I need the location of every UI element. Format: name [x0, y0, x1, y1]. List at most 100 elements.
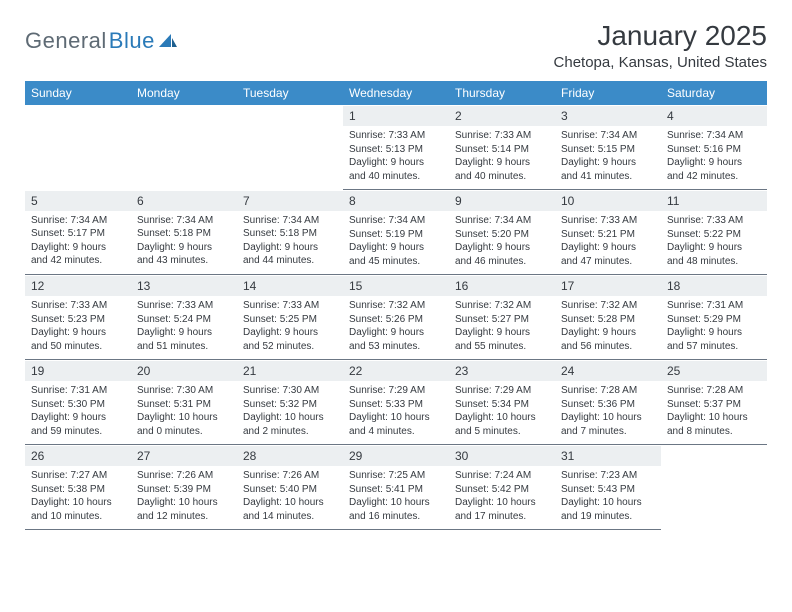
day-cell	[237, 105, 343, 190]
day-cell: 14Sunrise: 7:33 AMSunset: 5:25 PMDayligh…	[237, 275, 343, 360]
day-number: 25	[661, 360, 767, 381]
day-cell: 5Sunrise: 7:34 AMSunset: 5:17 PMDaylight…	[25, 190, 131, 275]
calendar-table: SundayMondayTuesdayWednesdayThursdayFrid…	[25, 81, 767, 530]
day-number: 29	[343, 445, 449, 466]
day-number: 21	[237, 360, 343, 381]
day-cell: 28Sunrise: 7:26 AMSunset: 5:40 PMDayligh…	[237, 445, 343, 530]
day-cell: 2Sunrise: 7:33 AMSunset: 5:14 PMDaylight…	[449, 105, 555, 190]
day-info: Sunrise: 7:34 AMSunset: 5:17 PMDaylight:…	[25, 211, 131, 274]
day-cell: 11Sunrise: 7:33 AMSunset: 5:22 PMDayligh…	[661, 190, 767, 275]
day-number: 13	[131, 275, 237, 296]
day-number: 12	[25, 275, 131, 296]
day-number: 5	[25, 190, 131, 211]
day-number: 18	[661, 275, 767, 296]
day-number: 31	[555, 445, 661, 466]
day-info: Sunrise: 7:32 AMSunset: 5:26 PMDaylight:…	[343, 296, 449, 359]
day-cell: 27Sunrise: 7:26 AMSunset: 5:39 PMDayligh…	[131, 445, 237, 530]
day-info: Sunrise: 7:33 AMSunset: 5:14 PMDaylight:…	[449, 126, 555, 189]
day-number: 28	[237, 445, 343, 466]
day-number: 4	[661, 105, 767, 126]
day-number: 10	[555, 190, 661, 211]
day-cell: 17Sunrise: 7:32 AMSunset: 5:28 PMDayligh…	[555, 275, 661, 360]
day-number: 15	[343, 275, 449, 296]
day-cell: 7Sunrise: 7:34 AMSunset: 5:18 PMDaylight…	[237, 190, 343, 275]
day-info: Sunrise: 7:28 AMSunset: 5:37 PMDaylight:…	[661, 381, 767, 444]
day-cell: 13Sunrise: 7:33 AMSunset: 5:24 PMDayligh…	[131, 275, 237, 360]
day-info: Sunrise: 7:34 AMSunset: 5:19 PMDaylight:…	[343, 211, 449, 274]
day-cell: 15Sunrise: 7:32 AMSunset: 5:26 PMDayligh…	[343, 275, 449, 360]
day-number: 27	[131, 445, 237, 466]
day-info: Sunrise: 7:32 AMSunset: 5:28 PMDaylight:…	[555, 296, 661, 359]
day-info: Sunrise: 7:28 AMSunset: 5:36 PMDaylight:…	[555, 381, 661, 444]
day-cell: 23Sunrise: 7:29 AMSunset: 5:34 PMDayligh…	[449, 360, 555, 445]
day-number: 8	[343, 190, 449, 211]
weekday-header: Saturday	[661, 81, 767, 105]
day-info: Sunrise: 7:34 AMSunset: 5:15 PMDaylight:…	[555, 126, 661, 189]
day-number: 2	[449, 105, 555, 126]
day-number: 9	[449, 190, 555, 211]
day-info: Sunrise: 7:31 AMSunset: 5:30 PMDaylight:…	[25, 381, 131, 444]
day-number: 23	[449, 360, 555, 381]
brand-text-2: Blue	[109, 28, 155, 54]
day-cell	[25, 105, 131, 190]
calendar-page: GeneralBlue January 2025 Chetopa, Kansas…	[0, 0, 792, 550]
day-cell: 16Sunrise: 7:32 AMSunset: 5:27 PMDayligh…	[449, 275, 555, 360]
header: GeneralBlue January 2025 Chetopa, Kansas…	[25, 20, 767, 75]
day-info: Sunrise: 7:33 AMSunset: 5:23 PMDaylight:…	[25, 296, 131, 359]
day-number: 30	[449, 445, 555, 466]
day-cell: 21Sunrise: 7:30 AMSunset: 5:32 PMDayligh…	[237, 360, 343, 445]
day-cell: 8Sunrise: 7:34 AMSunset: 5:19 PMDaylight…	[343, 190, 449, 275]
day-info: Sunrise: 7:32 AMSunset: 5:27 PMDaylight:…	[449, 296, 555, 359]
day-number: 19	[25, 360, 131, 381]
day-cell	[661, 445, 767, 530]
day-cell: 24Sunrise: 7:28 AMSunset: 5:36 PMDayligh…	[555, 360, 661, 445]
day-cell: 1Sunrise: 7:33 AMSunset: 5:13 PMDaylight…	[343, 105, 449, 190]
brand-text-1: General	[25, 28, 107, 54]
day-info: Sunrise: 7:33 AMSunset: 5:25 PMDaylight:…	[237, 296, 343, 359]
sail-icon	[159, 34, 177, 48]
day-number: 26	[25, 445, 131, 466]
weekday-header: Tuesday	[237, 81, 343, 105]
day-number: 16	[449, 275, 555, 296]
weekday-header-row: SundayMondayTuesdayWednesdayThursdayFrid…	[25, 81, 767, 105]
day-info: Sunrise: 7:33 AMSunset: 5:21 PMDaylight:…	[555, 211, 661, 274]
day-info: Sunrise: 7:31 AMSunset: 5:29 PMDaylight:…	[661, 296, 767, 359]
day-info: Sunrise: 7:34 AMSunset: 5:20 PMDaylight:…	[449, 211, 555, 274]
day-info: Sunrise: 7:33 AMSunset: 5:22 PMDaylight:…	[661, 211, 767, 274]
day-cell: 30Sunrise: 7:24 AMSunset: 5:42 PMDayligh…	[449, 445, 555, 530]
day-number: 1	[343, 105, 449, 126]
day-number: 20	[131, 360, 237, 381]
day-number: 24	[555, 360, 661, 381]
day-info: Sunrise: 7:24 AMSunset: 5:42 PMDaylight:…	[449, 466, 555, 529]
table-row: 1Sunrise: 7:33 AMSunset: 5:13 PMDaylight…	[25, 105, 767, 190]
day-cell: 4Sunrise: 7:34 AMSunset: 5:16 PMDaylight…	[661, 105, 767, 190]
day-info: Sunrise: 7:34 AMSunset: 5:18 PMDaylight:…	[237, 211, 343, 274]
day-cell: 31Sunrise: 7:23 AMSunset: 5:43 PMDayligh…	[555, 445, 661, 530]
weekday-header: Thursday	[449, 81, 555, 105]
table-row: 12Sunrise: 7:33 AMSunset: 5:23 PMDayligh…	[25, 275, 767, 360]
day-info: Sunrise: 7:23 AMSunset: 5:43 PMDaylight:…	[555, 466, 661, 529]
table-row: 26Sunrise: 7:27 AMSunset: 5:38 PMDayligh…	[25, 445, 767, 530]
day-cell: 25Sunrise: 7:28 AMSunset: 5:37 PMDayligh…	[661, 360, 767, 445]
day-info: Sunrise: 7:25 AMSunset: 5:41 PMDaylight:…	[343, 466, 449, 529]
weekday-header: Sunday	[25, 81, 131, 105]
calendar-body: 1Sunrise: 7:33 AMSunset: 5:13 PMDaylight…	[25, 105, 767, 530]
day-info: Sunrise: 7:29 AMSunset: 5:33 PMDaylight:…	[343, 381, 449, 444]
location: Chetopa, Kansas, United States	[554, 54, 767, 71]
day-info: Sunrise: 7:29 AMSunset: 5:34 PMDaylight:…	[449, 381, 555, 444]
day-number: 14	[237, 275, 343, 296]
day-info: Sunrise: 7:30 AMSunset: 5:32 PMDaylight:…	[237, 381, 343, 444]
day-cell: 26Sunrise: 7:27 AMSunset: 5:38 PMDayligh…	[25, 445, 131, 530]
day-info: Sunrise: 7:26 AMSunset: 5:39 PMDaylight:…	[131, 466, 237, 529]
day-cell	[131, 105, 237, 190]
day-cell: 12Sunrise: 7:33 AMSunset: 5:23 PMDayligh…	[25, 275, 131, 360]
day-number: 3	[555, 105, 661, 126]
day-cell: 29Sunrise: 7:25 AMSunset: 5:41 PMDayligh…	[343, 445, 449, 530]
day-cell: 18Sunrise: 7:31 AMSunset: 5:29 PMDayligh…	[661, 275, 767, 360]
day-cell: 3Sunrise: 7:34 AMSunset: 5:15 PMDaylight…	[555, 105, 661, 190]
day-number: 22	[343, 360, 449, 381]
weekday-header: Monday	[131, 81, 237, 105]
day-cell: 19Sunrise: 7:31 AMSunset: 5:30 PMDayligh…	[25, 360, 131, 445]
day-cell: 9Sunrise: 7:34 AMSunset: 5:20 PMDaylight…	[449, 190, 555, 275]
day-cell: 20Sunrise: 7:30 AMSunset: 5:31 PMDayligh…	[131, 360, 237, 445]
